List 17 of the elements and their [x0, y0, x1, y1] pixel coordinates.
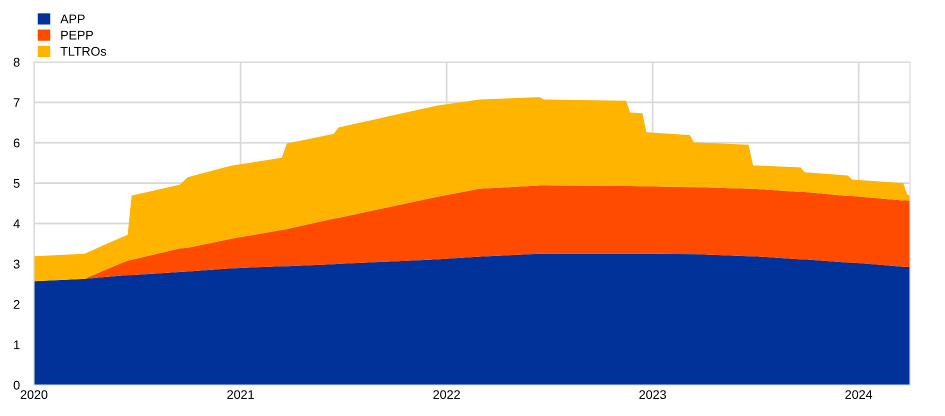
y-tick-label: 4: [13, 219, 20, 228]
x-tick-label: 2020: [20, 390, 48, 400]
y-tick-label: 3: [14, 260, 20, 269]
y-tick-label: 0: [14, 380, 20, 390]
legend-label: APP: [60, 14, 85, 24]
y-tick-label: 1: [14, 340, 20, 350]
x-tick-label: 2024: [845, 390, 872, 400]
y-tick-label: 7: [14, 98, 20, 107]
x-tick-label: 2023: [639, 390, 666, 400]
x-tick-label: 2021: [227, 390, 254, 400]
y-tick-label: 2: [14, 300, 20, 309]
legend-label: TLTROs: [60, 46, 106, 56]
y-tick-label: 5: [14, 179, 20, 188]
legend-label: PEPP: [61, 30, 93, 40]
x-tick-label: 2022: [433, 390, 460, 400]
y-tick-label: 8: [14, 58, 20, 67]
y-tick-label: 6: [14, 138, 20, 148]
